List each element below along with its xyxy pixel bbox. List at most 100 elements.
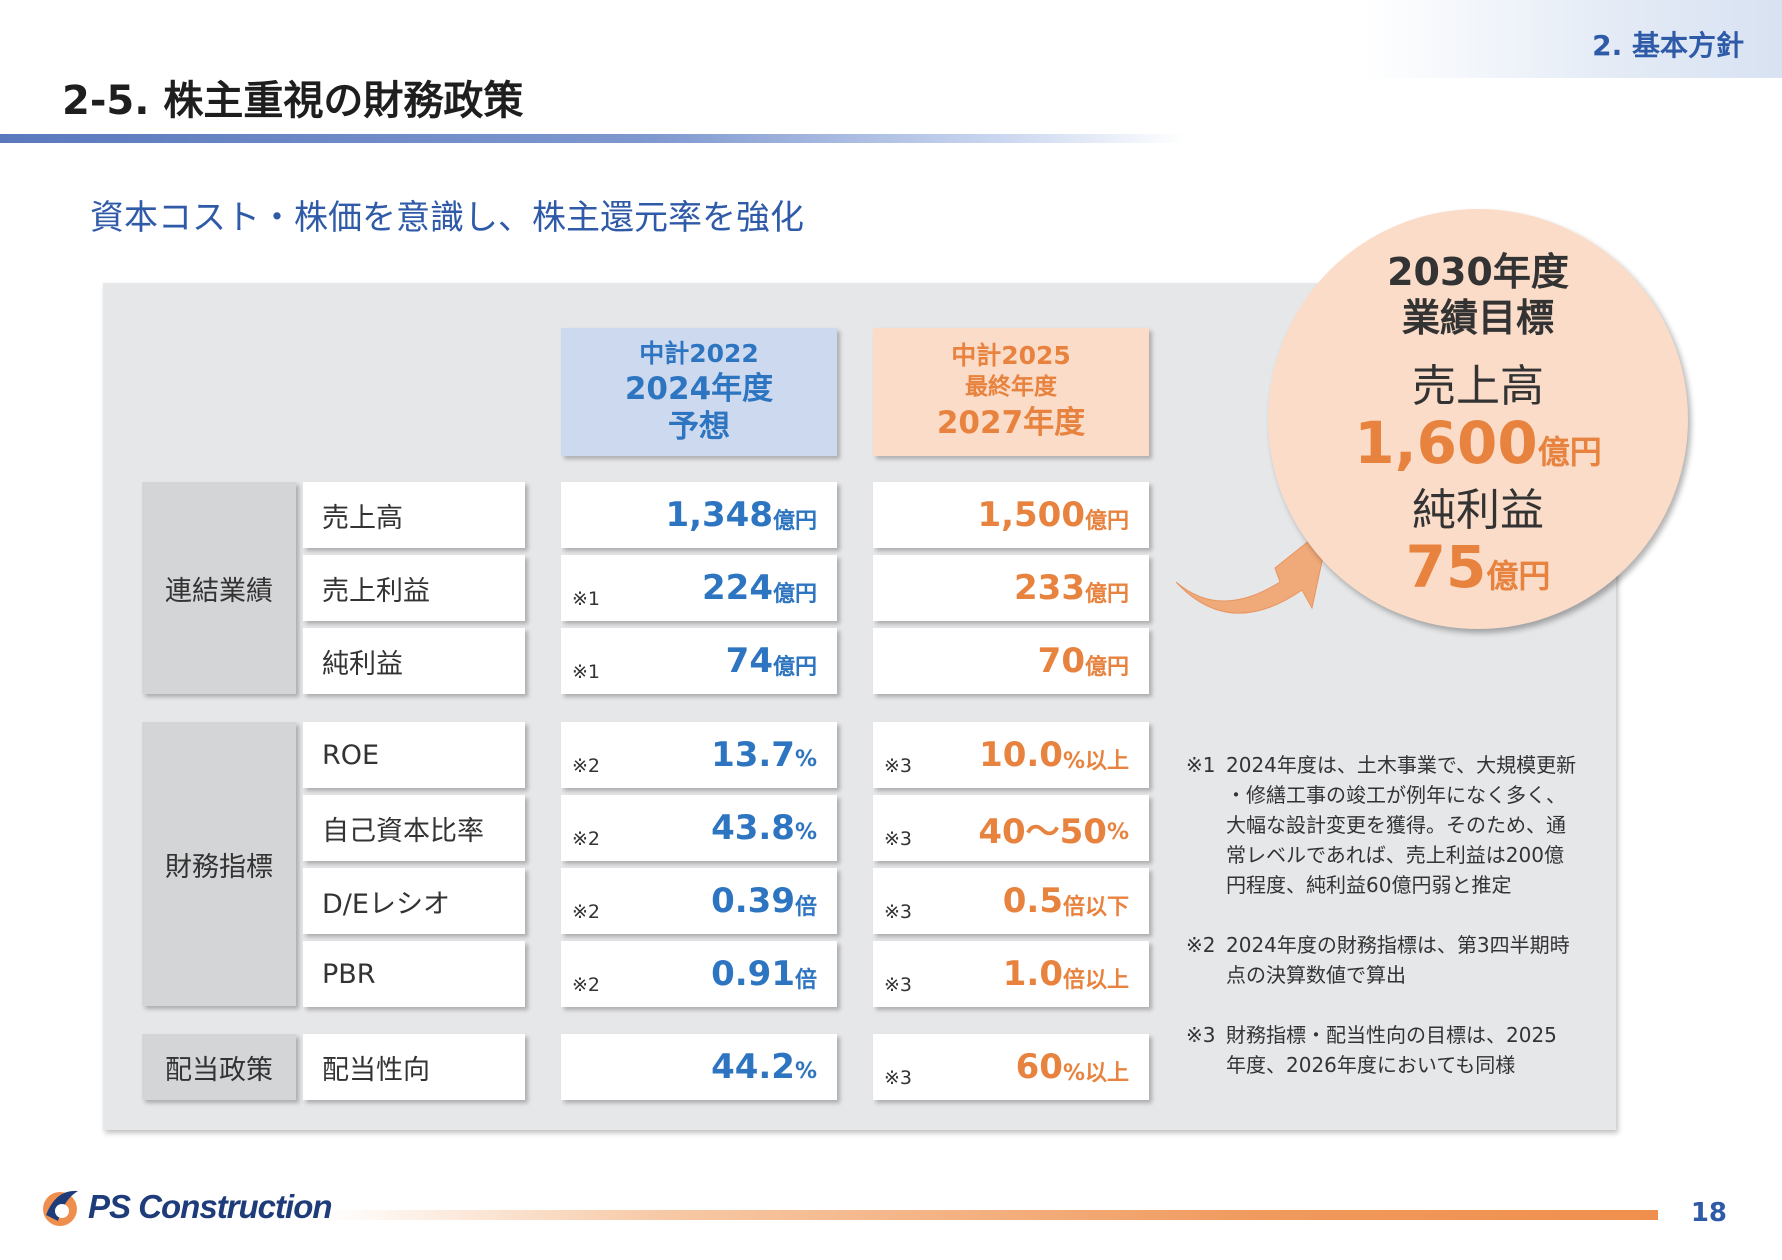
footnote-2: ※2 2024年度の財務指標は、第3四半期時 点の決算数値で算出 [1186, 930, 1606, 990]
value-number: 44.2 [711, 1047, 795, 1087]
group-financial: 財務指標 [142, 722, 296, 1006]
footer-rule [325, 1210, 1658, 1220]
value: 1.0 倍以上 [1003, 941, 1129, 1007]
note-mark: ※1 [572, 588, 601, 610]
row-label: PBR [303, 941, 525, 1007]
note-mark: ※3 [884, 1067, 913, 1089]
value-number: 1,500 [977, 495, 1085, 535]
page-number: 18 [1690, 1198, 1727, 1228]
logo-mark-icon [43, 1190, 78, 1226]
row-label: ROE [303, 722, 525, 788]
value: 224 億円 [702, 555, 817, 621]
footnote-line: 大幅な設計変更を獲得。そのため、通 [1226, 813, 1566, 837]
column-header-line: 中計2022 [639, 339, 759, 368]
value-cell-plan2025: 233 億円 [873, 555, 1149, 621]
value-number: 40～50 [978, 811, 1107, 852]
footnote-mark: ※3 [1186, 1023, 1216, 1047]
company-name: PS Construction [88, 1188, 333, 1225]
value-number: 74 [725, 641, 773, 681]
footnote-line: ・修繕工事の竣工が例年になく多く、 [1226, 783, 1566, 807]
value-unit: 億円 [1084, 582, 1129, 607]
value: 13.7% [711, 722, 817, 788]
curved-arrow-icon [1175, 522, 1331, 614]
column-header-line: 2024年度 [624, 371, 774, 407]
value-unit: % [1106, 819, 1129, 845]
value-number: 70 [1037, 641, 1085, 681]
note-mark: ※2 [572, 974, 601, 996]
value-unit: 億円 [772, 655, 817, 680]
value-cell-plan2025: 70 億円 [873, 628, 1149, 694]
footnote-1: ※1 2024年度は、土木事業で、大規模更新 ・修繕工事の竣工が例年になく多く、… [1186, 750, 1606, 900]
value: 44.2% [711, 1034, 817, 1100]
value-cell-plan2022: 44.2% [561, 1034, 837, 1100]
target-2030-circle: 2030年度 業績目標 売上高 1,600億円 純利益 75億円 [1268, 209, 1688, 629]
value-unit: 億円 [1084, 655, 1129, 680]
value-cell-plan2022: 1,348 億円 [561, 482, 837, 548]
value-cell-plan2025: ※3 10.0 %以上 [873, 722, 1149, 788]
footnote-line: 年度、2026年度においても同様 [1226, 1053, 1516, 1077]
value-unit: % [794, 819, 817, 845]
value-number: 0.5 [1002, 881, 1063, 921]
note-mark: ※3 [884, 828, 913, 850]
value: 1,348 億円 [665, 482, 817, 548]
footnote-line: 財務指標・配当性向の目標は、2025 [1226, 1023, 1557, 1047]
note-mark: ※1 [572, 661, 601, 683]
footnote-line: 常レベルであれば、売上利益は200億 [1226, 843, 1564, 867]
note-mark: ※2 [572, 755, 601, 777]
value-unit: 倍以上 [1062, 968, 1129, 993]
group-dividend: 配当政策 [142, 1034, 296, 1100]
value-unit: %以上 [1062, 1061, 1129, 1086]
note-mark: ※2 [572, 901, 601, 923]
value: 0.91 倍 [711, 941, 817, 1007]
target-profit-number: 75 [1405, 533, 1487, 601]
row-label: 売上高 [303, 482, 525, 548]
value-cell-plan2025: ※3 0.5 倍以下 [873, 868, 1149, 934]
value-cell-plan2025: 1,500 億円 [873, 482, 1149, 548]
note-mark: ※3 [884, 901, 913, 923]
footnote-line: 2024年度は、土木事業で、大規模更新 [1226, 753, 1577, 777]
target-title-line1: 2030年度 [1387, 250, 1569, 294]
value-unit: 億円 [772, 509, 817, 534]
value-number: 1,348 [665, 495, 773, 535]
target-title-line2: 業績目標 [1401, 296, 1554, 340]
row-label: D/Eレシオ [303, 868, 525, 934]
note-mark: ※3 [884, 755, 913, 777]
value-number: 60 [1015, 1047, 1063, 1087]
value-unit: % [794, 1058, 817, 1084]
value-number: 43.8 [711, 808, 795, 848]
section-tag: 2. 基本方針 [1362, 0, 1782, 78]
company-logo: PS Construction [38, 1185, 333, 1229]
value-unit: 倍以下 [1062, 895, 1129, 920]
footnote-line: 円程度、純利益60億円弱と推定 [1226, 873, 1512, 897]
target-sales-unit: 億円 [1537, 433, 1602, 471]
value: 0.39 倍 [711, 868, 817, 934]
value-unit: % [794, 746, 817, 772]
value-unit: 倍 [794, 895, 817, 920]
target-profit-value: 75億円 [1268, 533, 1688, 601]
value-unit: 倍 [794, 968, 817, 993]
value: 70 億円 [1038, 628, 1129, 694]
value-cell-plan2022: ※2 13.7% [561, 722, 837, 788]
target-profit-unit: 億円 [1486, 557, 1551, 595]
column-header-line: 予想 [668, 409, 730, 445]
row-label: 配当性向 [303, 1034, 525, 1100]
page-title: 2-5. 株主重視の財務政策 [62, 78, 524, 124]
column-header-line: 2027年度 [936, 405, 1086, 441]
value: 40～50% [978, 795, 1129, 861]
value-cell-plan2025: ※3 60 %以上 [873, 1034, 1149, 1100]
value-cell-plan2022: ※2 0.39 倍 [561, 868, 837, 934]
footnote-line: 点の決算数値で算出 [1226, 963, 1406, 987]
value-unit: 億円 [772, 582, 817, 607]
column-header-plan2025: 中計2025 最終年度 2027年度 [873, 328, 1149, 456]
value-number: 0.39 [711, 881, 795, 921]
value-number: 1.0 [1002, 954, 1063, 994]
value-number: 224 [702, 568, 773, 608]
value: 74 億円 [726, 628, 817, 694]
note-mark: ※2 [572, 828, 601, 850]
group-consolidated: 連結業績 [142, 482, 296, 694]
value-cell-plan2025: ※3 40～50% [873, 795, 1149, 861]
footnote-mark: ※2 [1186, 933, 1216, 957]
title-rule [0, 134, 1185, 143]
value: 1,500 億円 [977, 482, 1129, 548]
target-profit-label: 純利益 [1412, 485, 1544, 536]
